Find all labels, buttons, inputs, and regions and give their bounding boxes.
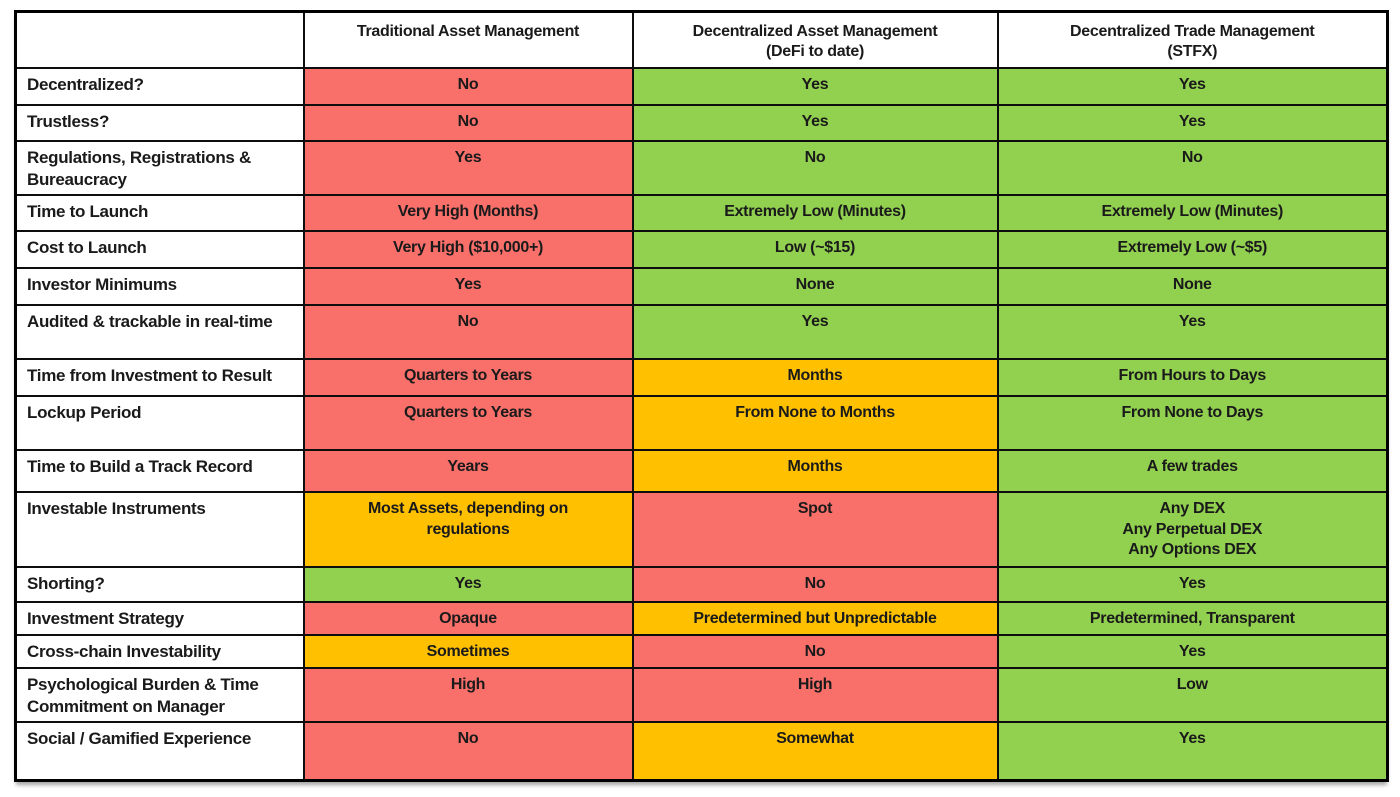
table-cell: Predetermined, Transparent [996,601,1389,637]
table-cell: From None to Days [996,395,1389,452]
table-cell: High [302,666,634,724]
row-label: Decentralized? [14,66,305,106]
row-label: Cross-chain Investability [14,634,305,669]
table-cell: Low (~$15) [631,230,999,270]
table-cell: Yes [996,304,1389,361]
table-cell: Quarters to Years [302,358,634,398]
table-row: Regulations, Registrations & Bureaucracy… [14,139,1389,197]
row-label: Investor Minimums [14,267,305,307]
table-row: Audited & trackable in real-time No Yes … [14,304,1389,361]
table-cell: Any DEX Any Perpetual DEX Any Options DE… [996,491,1389,569]
table-cell: Quarters to Years [302,395,634,452]
row-label: Shorting? [14,566,305,604]
table-cell: From None to Months [631,395,999,452]
table-row: Investor Minimums Yes None None [14,267,1389,307]
table-cell: No [302,304,634,361]
table-row: Time to Launch Very High (Months) Extrem… [14,194,1389,233]
table-cell: Low [996,666,1389,724]
table-cell: Sometimes [302,634,634,669]
table-cell: High [631,666,999,724]
row-label: Social / Gamified Experience [14,721,305,782]
row-label: Investable Instruments [14,491,305,569]
table-cell: Very High (Months) [302,194,634,233]
table-row: Lockup Period Quarters to Years From Non… [14,395,1389,452]
row-label: Time to Launch [14,194,305,233]
comparison-table: Traditional Asset Management Decentraliz… [14,10,1389,782]
table-row: Cross-chain Investability Sometimes No Y… [14,634,1389,669]
row-label: Trustless? [14,103,305,142]
table-cell: From Hours to Days [996,358,1389,398]
table-cell: Opaque [302,601,634,637]
table-row: Decentralized? No Yes Yes [14,66,1389,106]
table-cell: No [302,66,634,106]
column-header-empty [14,10,305,69]
table-cell: Yes [302,267,634,307]
table-row: Investable Instruments Most Assets, depe… [14,491,1389,569]
table-cell: Extremely Low (Minutes) [631,194,999,233]
table-cell: Spot [631,491,999,569]
table-cell: No [631,139,999,197]
table-cell: Yes [631,103,999,142]
row-label: Audited & trackable in real-time [14,304,305,361]
table-cell: No [302,721,634,782]
table-body: Decentralized? No Yes Yes Trustless? No … [14,66,1389,782]
table-cell: Months [631,449,999,494]
table-cell: Yes [996,721,1389,782]
table-header: Traditional Asset Management Decentraliz… [14,10,1389,69]
table-cell: Years [302,449,634,494]
table-cell: No [996,139,1389,197]
table-row: Social / Gamified Experience No Somewhat… [14,721,1389,782]
table-cell: A few trades [996,449,1389,494]
row-label: Time to Build a Track Record [14,449,305,494]
table-cell: Yes [996,634,1389,669]
row-label: Time from Investment to Result [14,358,305,398]
row-label: Investment Strategy [14,601,305,637]
table-cell: Most Assets, depending on regulations [302,491,634,569]
table-cell: Yes [302,139,634,197]
table-cell: No [631,634,999,669]
table-cell: Extremely Low (Minutes) [996,194,1389,233]
row-label: Lockup Period [14,395,305,452]
table-cell: Somewhat [631,721,999,782]
table-cell: Yes [996,566,1389,604]
column-header-stfx: Decentralized Trade Management (STFX) [996,10,1389,69]
table-cell: No [302,103,634,142]
row-label: Regulations, Registrations & Bureaucracy [14,139,305,197]
table-cell: None [996,267,1389,307]
column-header-traditional: Traditional Asset Management [302,10,634,69]
table-cell: Yes [631,66,999,106]
row-label: Cost to Launch [14,230,305,270]
table-row: Time to Build a Track Record Years Month… [14,449,1389,494]
table-row: Shorting? Yes No Yes [14,566,1389,604]
table-row: Trustless? No Yes Yes [14,103,1389,142]
table-cell: Yes [996,66,1389,106]
table-cell: Yes [302,566,634,604]
header-row: Traditional Asset Management Decentraliz… [14,10,1389,69]
table-cell: Yes [996,103,1389,142]
table-cell: Yes [631,304,999,361]
table-row: Cost to Launch Very High ($10,000+) Low … [14,230,1389,270]
table-row: Investment Strategy Opaque Predetermined… [14,601,1389,637]
row-label: Psychological Burden & Time Commitment o… [14,666,305,724]
table-row: Psychological Burden & Time Commitment o… [14,666,1389,724]
table-cell: Predetermined but Unpredictable [631,601,999,637]
table-cell: Extremely Low (~$5) [996,230,1389,270]
table-row: Time from Investment to Result Quarters … [14,358,1389,398]
table-cell: None [631,267,999,307]
column-header-defi: Decentralized Asset Management (DeFi to … [631,10,999,69]
table-cell: Very High ($10,000+) [302,230,634,270]
table-cell: No [631,566,999,604]
table-cell: Months [631,358,999,398]
